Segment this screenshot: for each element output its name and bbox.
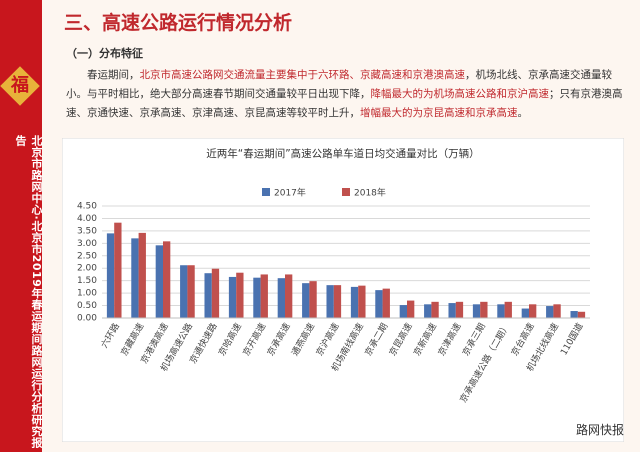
bar xyxy=(546,306,554,318)
bar xyxy=(277,278,285,318)
bar xyxy=(302,283,310,318)
bar xyxy=(448,303,456,318)
bar xyxy=(138,232,146,318)
paragraph-segment: 北京市高速公路网交通流量主要集中于六环路、京藏高速和京港澳高速 xyxy=(139,69,466,81)
bar xyxy=(211,268,220,318)
y-tick-label: 3.50 xyxy=(77,226,97,236)
bar xyxy=(326,285,334,318)
legend-label: 2018年 xyxy=(354,187,386,199)
y-tick-label: 4.00 xyxy=(77,214,97,224)
bar xyxy=(285,274,293,318)
fu-text: 福 xyxy=(11,75,29,96)
bar xyxy=(163,241,171,318)
paragraph-segment: ；只有京港澳高速、京通快速、京承高速、京津高速、京昆高速等较平时上升， xyxy=(66,88,623,119)
y-tick-label: 2.00 xyxy=(77,264,97,274)
bar xyxy=(187,265,195,318)
y-tick-label: 1.50 xyxy=(77,276,97,286)
paragraph-segment: 春运期间， xyxy=(87,69,140,81)
bar xyxy=(399,305,407,318)
bar xyxy=(253,277,261,318)
paragraph-segment: 降幅最大的为机场高速公路和京沪高速 xyxy=(370,88,550,100)
paragraph-segment: ，机场北线、京承高速交通量较小。与平时相比，绝大部分高速春节期间交通量较平日出现… xyxy=(66,69,612,100)
bar xyxy=(431,301,439,318)
bar xyxy=(407,300,415,318)
bar xyxy=(570,311,578,318)
chart: 近两年“春运期间”高速公路单车道日均交通量对比（万辆） 0.00 0.50 1.00… xyxy=(62,138,624,442)
bar xyxy=(236,272,244,318)
sidebar-text: 北京市路网中心·北京市2019年春运期间路网运行分析研究报告 xyxy=(14,135,43,449)
bar xyxy=(131,238,139,318)
page-title: 三、高速公路运行情况分析 xyxy=(64,12,293,34)
bar xyxy=(309,281,317,318)
bar xyxy=(180,265,188,318)
chart-frame xyxy=(62,138,624,442)
y-tick-label: 1.00 xyxy=(77,289,97,299)
bar xyxy=(455,301,464,318)
legend-swatch xyxy=(342,188,350,196)
bar xyxy=(424,304,432,318)
bar xyxy=(358,285,366,318)
paragraph-segment: 增幅最大的为京昆高速和京承高速 xyxy=(360,107,518,119)
legend-swatch xyxy=(262,188,270,196)
bar xyxy=(472,304,481,318)
y-tick-label: 0.00 xyxy=(77,314,97,324)
bar xyxy=(260,274,268,318)
chart-title: 近两年“春运期间”高速公路单车道日均交通量对比（万辆） xyxy=(206,147,479,160)
y-tick-label: 4.50 xyxy=(77,202,97,212)
section-title: （一）分布特征 xyxy=(66,47,143,60)
paragraph-segment: 。 xyxy=(517,107,529,119)
legend-label: 2017年 xyxy=(274,187,306,199)
bar xyxy=(106,233,115,318)
y-tick-label: 0.50 xyxy=(77,301,97,311)
bar xyxy=(382,288,390,318)
bar xyxy=(228,276,237,318)
bar xyxy=(497,304,505,318)
bar xyxy=(375,290,383,318)
bar xyxy=(204,273,212,318)
bar xyxy=(350,286,359,318)
bar xyxy=(155,245,163,318)
bar xyxy=(333,285,342,318)
bar xyxy=(480,301,488,318)
bar xyxy=(521,308,529,318)
bar xyxy=(114,222,122,318)
watermark: 路网快报 xyxy=(575,423,624,437)
bar xyxy=(577,311,586,318)
bar xyxy=(504,301,512,318)
y-tick-label: 3.00 xyxy=(77,239,97,249)
paragraph: 春运期间，北京市高速公路网交通流量主要集中于六环路、京藏高速和京港澳高速，机场北… xyxy=(66,66,632,123)
bar xyxy=(553,304,561,318)
bar xyxy=(529,304,537,318)
y-tick-label: 2.50 xyxy=(77,251,97,261)
